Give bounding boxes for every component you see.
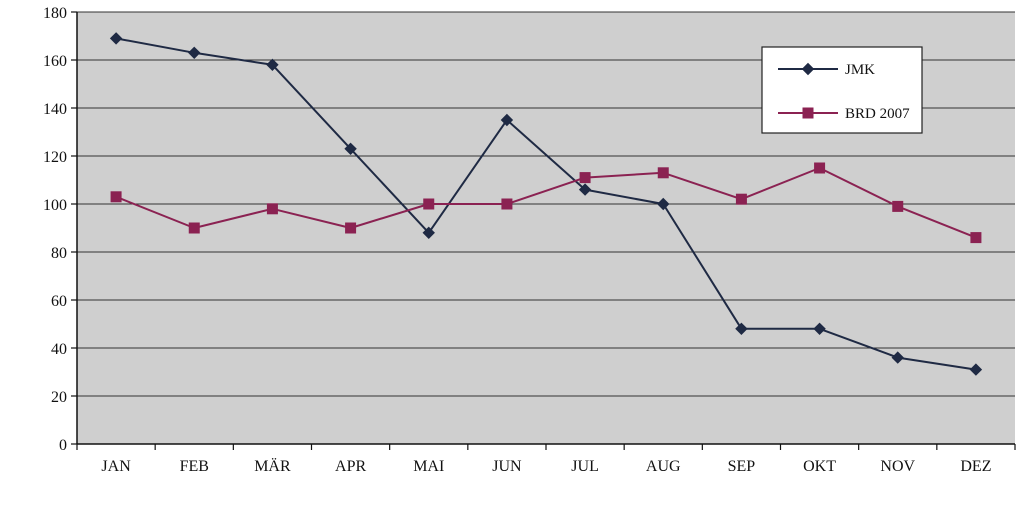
data-point-brd-2007-dez	[970, 232, 982, 244]
data-point-brd-2007-jan	[110, 191, 122, 203]
x-tick-label-mai: MAI	[413, 458, 444, 475]
data-point-jmk-jun	[500, 113, 514, 127]
y-tick-label-20: 20	[51, 389, 67, 406]
y-tick-label-40: 40	[51, 341, 67, 358]
data-point-brd-2007-nov	[892, 200, 904, 212]
data-point-brd-2007-apr	[345, 222, 357, 234]
data-point-jmk-apr	[344, 142, 357, 156]
series-line-brd-2007	[115, 167, 977, 239]
data-point-brd-2007-okt	[814, 162, 826, 174]
data-point-jmk-dez	[969, 363, 983, 376]
x-tick-label-jul: JUL	[571, 458, 599, 475]
data-point-brd-2007-maer	[266, 203, 278, 215]
data-point-jmk-nov	[891, 351, 904, 364]
data-point-jmk-maer	[266, 58, 279, 72]
series-group	[109, 32, 983, 376]
x-tick-label-aug: AUG	[646, 458, 681, 475]
y-tick-label-180: 180	[43, 5, 67, 22]
y-tick-label-100: 100	[43, 197, 67, 214]
x-tick-label-okt: OKT	[803, 458, 836, 475]
y-tick-label-60: 60	[51, 293, 67, 310]
data-point-brd-2007-feb	[188, 222, 200, 234]
legend-label-jmk: JMK	[845, 62, 875, 78]
y-tick-label-120: 120	[43, 149, 67, 166]
legend-box	[761, 46, 923, 134]
x-tick-label-nov: NOV	[880, 458, 915, 475]
data-point-jmk-mai	[422, 226, 435, 240]
data-point-jmk-jul	[578, 183, 592, 196]
x-tick-label-jan: JAN	[101, 458, 131, 475]
legend: JMK BRD 2007	[761, 46, 923, 134]
x-tick-label-apr: APR	[335, 458, 366, 475]
y-axis-ticks: 0 20 40 60 80 100 120 140 160 180	[43, 5, 77, 454]
y-tick-label-140: 140	[43, 101, 67, 118]
x-tick-label-jun: JUN	[492, 458, 522, 475]
data-point-jmk-aug	[657, 197, 670, 211]
x-tick-label-dez: DEZ	[960, 458, 991, 475]
data-point-jmk-okt	[813, 322, 826, 336]
data-point-jmk-feb	[188, 46, 201, 60]
y-tick-label-0: 0	[59, 437, 67, 454]
x-tick-label-maer: MÄR	[254, 457, 291, 475]
data-point-jmk-jan	[109, 32, 123, 45]
data-point-jmk-sep	[735, 322, 748, 336]
x-tick-label-feb: FEB	[180, 458, 209, 475]
legend-marker-shape-brd-2007	[802, 107, 814, 119]
legend-marker-brd-2007	[802, 107, 814, 119]
y-tick-label-80: 80	[51, 245, 67, 262]
legend-label-brd-2007: BRD 2007	[845, 106, 910, 122]
series-brd-2007	[110, 162, 982, 244]
data-point-brd-2007-aug	[657, 167, 669, 179]
data-point-brd-2007-jun	[501, 198, 513, 210]
legend-marker-shape-jmk	[801, 62, 815, 76]
series-line-jmk	[115, 37, 977, 371]
y-tick-label-160: 160	[43, 53, 67, 70]
x-axis-ticks: JAN FEB MÄR APR MAI JUN JUL AUG SEP OKT NOV DEZ	[76, 444, 1016, 475]
data-point-brd-2007-mai	[423, 198, 435, 210]
x-tick-label-sep: SEP	[728, 458, 756, 475]
legend-marker-jmk	[801, 62, 815, 76]
data-point-brd-2007-sep	[735, 193, 747, 205]
data-point-brd-2007-jul	[579, 172, 591, 184]
series-jmk	[109, 32, 983, 376]
